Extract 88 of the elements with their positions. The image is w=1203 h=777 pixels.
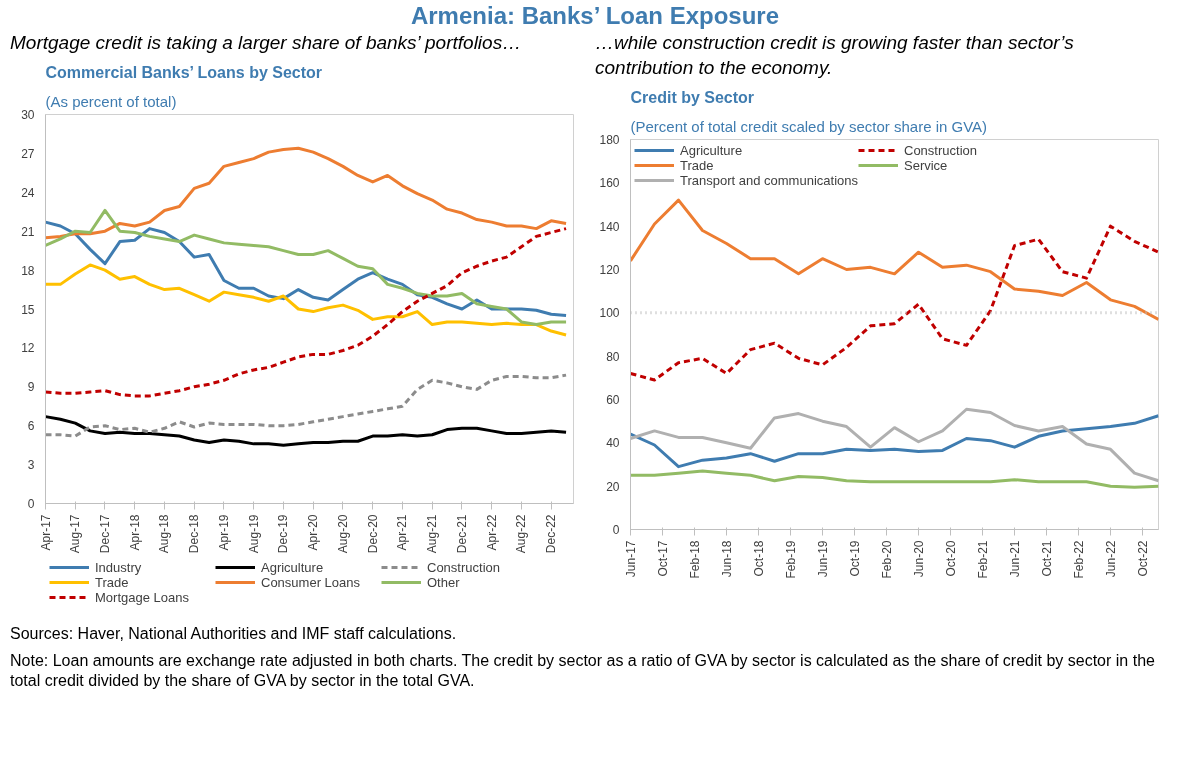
line-series xyxy=(630,413,1159,468)
y-tick-label: 180 xyxy=(599,132,620,147)
y-tick-label: 120 xyxy=(599,262,620,277)
legend-label: Industry xyxy=(95,559,143,575)
legend-label: Trade xyxy=(95,574,129,590)
legend-label: Mortgage Loans xyxy=(95,589,190,605)
x-tick-label: Dec-21 xyxy=(454,514,469,554)
line-series xyxy=(45,146,568,240)
y-tick-label: 9 xyxy=(27,380,35,395)
chart-subtitle: (Percent of total credit scaled by sector share in GVA) xyxy=(630,117,988,135)
legend-label: Consumer Loans xyxy=(261,574,361,590)
line-series xyxy=(630,224,1159,382)
y-tick-label: 160 xyxy=(599,175,620,190)
x-tick-label: Oct-18 xyxy=(751,539,766,577)
y-tick-label: 0 xyxy=(27,496,35,511)
line-series xyxy=(45,263,568,337)
x-tick-label: Dec-19 xyxy=(276,514,291,554)
y-tick-label: 27 xyxy=(21,146,35,161)
x-tick-label: Jun-19 xyxy=(815,539,830,577)
y-tick-label: 100 xyxy=(599,305,620,320)
y-tick-label: 140 xyxy=(599,219,620,234)
x-tick-label: Jun-18 xyxy=(719,539,734,577)
x-tick-label: Aug-18 xyxy=(157,514,172,554)
y-tick-label: 3 xyxy=(27,457,35,472)
y-tick-label: 80 xyxy=(606,349,620,364)
x-tick-label: Apr-18 xyxy=(127,514,142,551)
y-tick-label: 21 xyxy=(21,224,35,239)
legend-label: Transport and communications xyxy=(680,172,858,188)
text: Mortgage credit is taking a larger share of banks’ portfolios… xyxy=(10,31,522,56)
line-series xyxy=(45,208,568,326)
x-tick-label: Apr-17 xyxy=(38,514,53,551)
x-tick-label: Oct-17 xyxy=(655,539,670,577)
legend-label: Agriculture xyxy=(680,142,744,158)
x-tick-label: Aug-17 xyxy=(68,514,83,554)
x-tick-label: Jun-17 xyxy=(623,539,638,577)
x-tick-label: Aug-21 xyxy=(425,514,440,554)
line-series xyxy=(45,415,568,447)
x-tick-label: Apr-20 xyxy=(306,514,321,551)
x-tick-label: Dec-18 xyxy=(187,514,202,554)
x-tick-label: Jun-20 xyxy=(911,539,926,577)
legend-label: Agriculture xyxy=(261,559,325,575)
x-tick-label: Aug-22 xyxy=(514,514,529,554)
line-series xyxy=(45,226,568,398)
y-tick-label: 6 xyxy=(27,419,35,434)
x-tick-label: Feb-18 xyxy=(687,539,702,579)
line-series xyxy=(45,373,568,438)
x-tick-label: Jun-21 xyxy=(1007,539,1022,577)
line-series xyxy=(630,407,1159,482)
x-tick-label: Dec-20 xyxy=(365,514,380,554)
text: Armenia: Banks’ Loan Exposure xyxy=(410,1,780,31)
x-tick-label: Jun-22 xyxy=(1103,539,1118,577)
chart-subtitle: (As percent of total) xyxy=(45,92,177,110)
legend-label: Trade xyxy=(680,157,714,173)
y-tick-label: 15 xyxy=(21,302,35,317)
x-tick-label: Aug-20 xyxy=(335,514,350,554)
text: …while construction credit is growing faster than sector’s contribution to the economy. xyxy=(595,31,1075,80)
x-tick-label: Apr-22 xyxy=(484,514,499,551)
chart-title: Commercial Banks’ Loans by Sector xyxy=(45,63,323,81)
y-tick-label: 0 xyxy=(612,522,620,537)
x-tick-label: Feb-22 xyxy=(1071,539,1086,579)
chart-title: Credit by Sector xyxy=(630,88,755,106)
y-tick-label: 20 xyxy=(606,479,620,494)
line-series xyxy=(630,198,1159,321)
x-tick-label: Dec-17 xyxy=(97,514,112,554)
legend-label: Service xyxy=(904,157,949,173)
legend-label: Construction xyxy=(427,559,501,575)
y-tick-label: 24 xyxy=(21,185,35,200)
x-tick-label: Aug-19 xyxy=(246,514,261,554)
y-tick-label: 18 xyxy=(21,263,35,278)
x-tick-label: Oct-20 xyxy=(943,539,958,577)
x-tick-label: Feb-19 xyxy=(783,539,798,579)
source-note: Sources: Haver, National Authorities and IMF staff calculations. xyxy=(10,623,457,644)
y-tick-label: 12 xyxy=(21,341,35,356)
x-tick-label: Feb-20 xyxy=(879,539,894,579)
x-tick-label: Feb-21 xyxy=(975,539,990,579)
x-tick-label: Apr-19 xyxy=(216,514,231,551)
text: Note: Loan amounts are exchange rate adjusted in both charts. The credit by sector as a ratio of GVA by sector is calculated as the share of credit by sector in the total credit divided by the share of GVA by sector in the total GVA. xyxy=(10,650,1156,692)
x-tick-label: Oct-22 xyxy=(1135,539,1150,577)
x-tick-label: Oct-19 xyxy=(847,539,862,577)
line-series xyxy=(630,469,1159,489)
y-tick-label: 40 xyxy=(606,435,620,450)
y-tick-label: 60 xyxy=(606,392,620,407)
legend-label: Construction xyxy=(904,142,978,158)
x-tick-label: Dec-22 xyxy=(544,514,559,554)
x-tick-label: Oct-21 xyxy=(1039,539,1054,577)
x-tick-label: Apr-21 xyxy=(395,514,410,551)
y-tick-label: 30 xyxy=(21,107,35,122)
legend-label: Other xyxy=(427,574,461,590)
